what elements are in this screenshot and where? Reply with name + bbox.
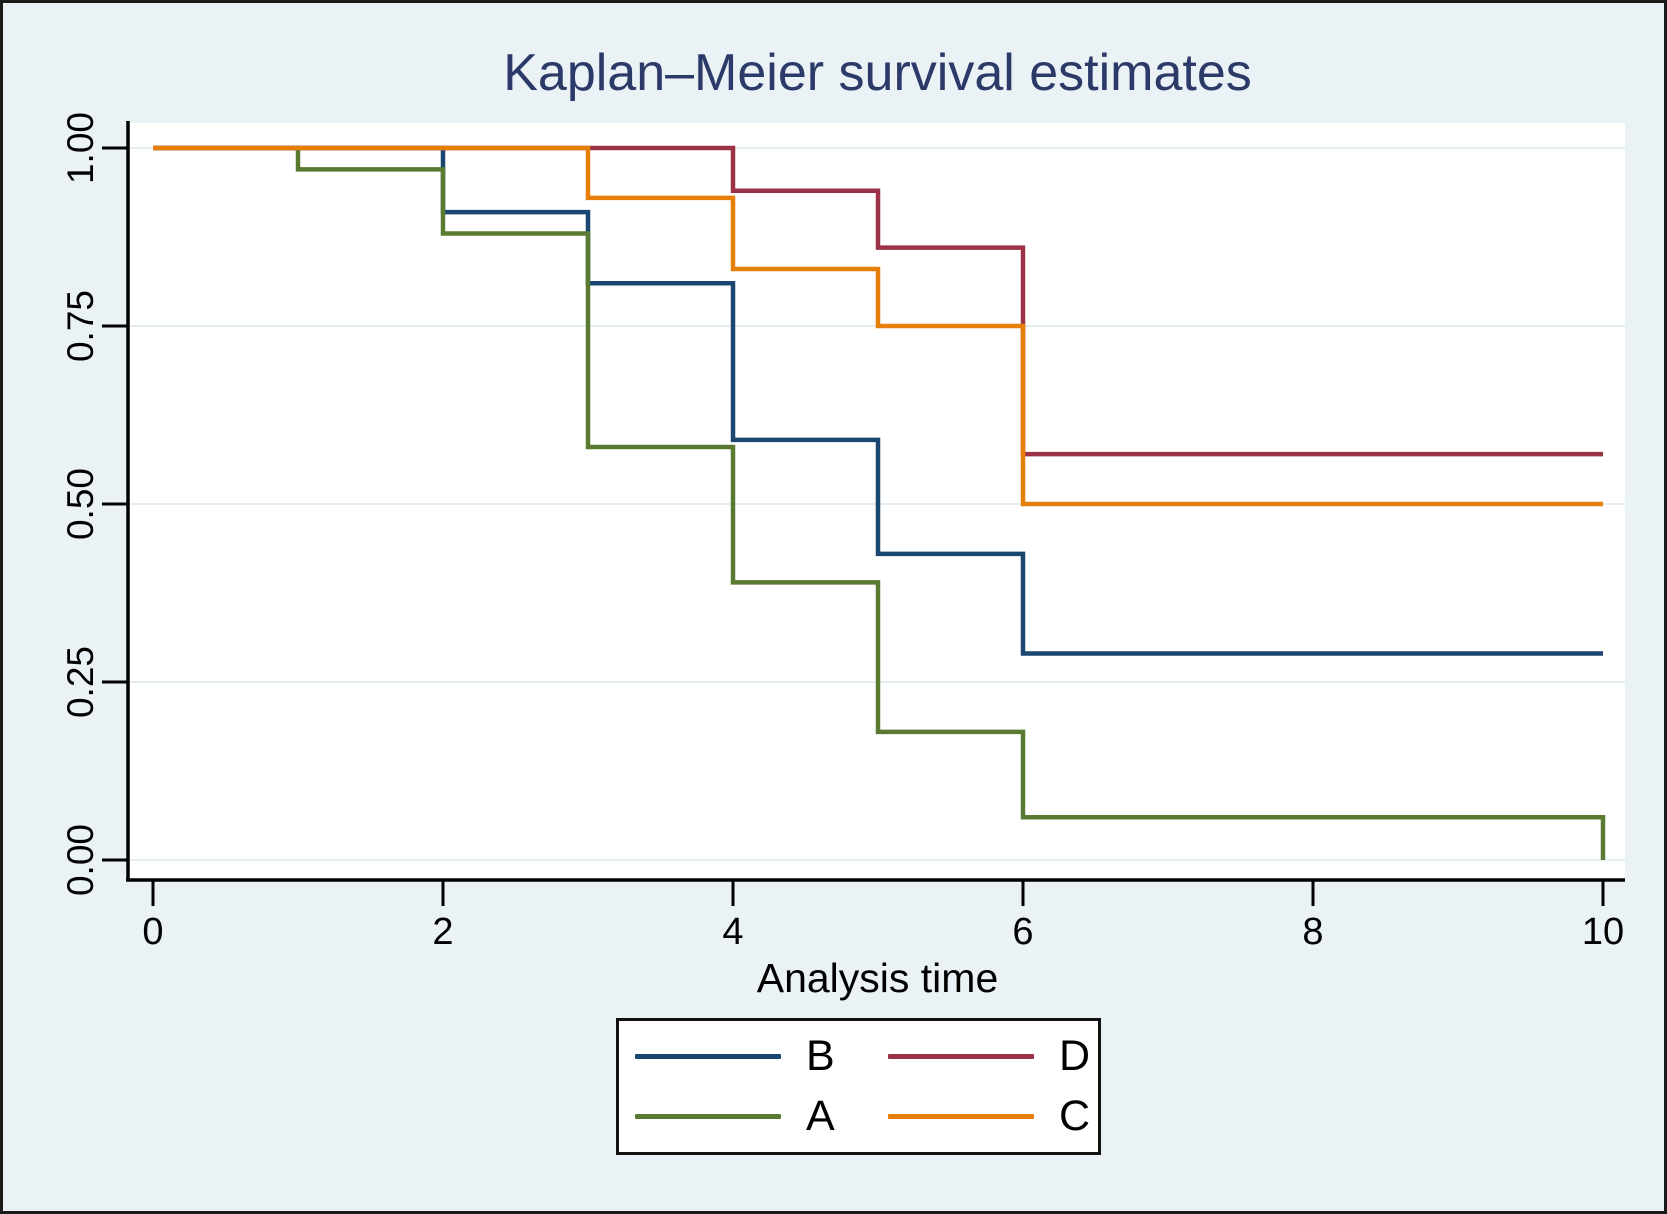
x-tick-label: 4 bbox=[722, 911, 743, 953]
x-axis-title: Analysis time bbox=[757, 955, 999, 1001]
x-tick-label: 0 bbox=[142, 911, 163, 953]
x-tick-label: 10 bbox=[1582, 911, 1624, 953]
chart-title: Kaplan–Meier survival estimates bbox=[503, 44, 1252, 102]
y-tick-label: 0.00 bbox=[60, 824, 101, 896]
legend-label-C: C bbox=[1059, 1091, 1091, 1140]
legend-label-B: B bbox=[806, 1032, 835, 1081]
legend-label-A: A bbox=[806, 1091, 835, 1140]
legend-line-B bbox=[635, 1054, 781, 1060]
y-tick-label: 0.25 bbox=[60, 646, 101, 718]
legend-label-D: D bbox=[1059, 1032, 1091, 1081]
legend-item-C: C bbox=[888, 1091, 1098, 1140]
legend-item-B: B bbox=[635, 1035, 888, 1078]
x-tick-label: 8 bbox=[1302, 911, 1323, 953]
km-survival-chart: 1.00 0.75 0.50 0.25 0.00 0 2 4 6 8 10 Analysis time bbox=[60, 112, 1625, 1001]
x-tick-label: 6 bbox=[1012, 911, 1033, 953]
y-tick-label: 0.50 bbox=[60, 468, 101, 540]
legend-item-D: D bbox=[888, 1035, 1098, 1078]
legend-box: B D A C bbox=[616, 1018, 1101, 1155]
series-A bbox=[153, 145, 1606, 860]
legend-line-C bbox=[888, 1113, 1034, 1119]
legend-line-D bbox=[888, 1054, 1034, 1060]
legend-item-A: A bbox=[635, 1091, 888, 1140]
series-C bbox=[153, 145, 1603, 507]
y-tick-label: 1.00 bbox=[60, 112, 101, 184]
x-tick-label: 2 bbox=[432, 911, 453, 953]
legend-line-A bbox=[635, 1113, 781, 1119]
y-tick-label: 0.75 bbox=[60, 290, 101, 362]
